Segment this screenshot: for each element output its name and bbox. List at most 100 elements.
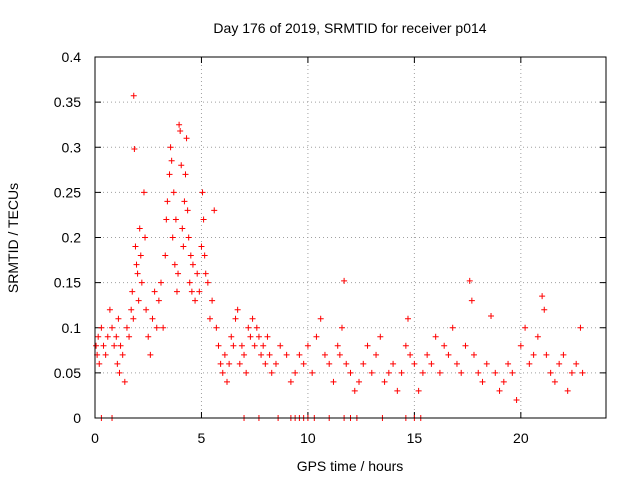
data-point xyxy=(109,324,116,331)
data-point xyxy=(415,387,422,394)
data-point xyxy=(140,189,147,196)
data-point xyxy=(466,277,473,284)
data-point xyxy=(137,252,144,259)
data-point xyxy=(394,387,401,394)
data-point xyxy=(115,315,122,322)
data-point xyxy=(468,297,475,304)
data-point xyxy=(192,297,199,304)
data-point xyxy=(228,333,235,340)
data-point xyxy=(130,92,137,99)
data-point xyxy=(249,315,256,322)
data-point xyxy=(436,369,443,376)
data-point xyxy=(215,342,222,349)
data-point xyxy=(458,369,465,376)
data-point xyxy=(217,360,224,367)
data-point xyxy=(181,198,188,205)
data-point xyxy=(116,369,123,376)
data-point xyxy=(119,351,126,358)
data-point xyxy=(93,342,100,349)
data-point xyxy=(236,360,243,367)
data-point xyxy=(287,378,294,385)
data-point xyxy=(185,234,192,241)
data-point xyxy=(166,171,173,178)
data-point xyxy=(268,369,275,376)
data-point xyxy=(577,324,584,331)
data-point xyxy=(277,342,284,349)
data-point xyxy=(196,288,203,295)
data-point xyxy=(133,261,140,268)
data-point xyxy=(568,369,575,376)
data-point xyxy=(343,360,350,367)
data-point xyxy=(202,270,209,277)
x-tick-label: 15 xyxy=(407,430,423,446)
data-point xyxy=(163,216,170,223)
data-point xyxy=(173,288,180,295)
data-point xyxy=(492,369,499,376)
data-point xyxy=(194,270,201,277)
data-point xyxy=(402,342,409,349)
data-point xyxy=(234,306,241,313)
data-point xyxy=(262,360,269,367)
data-point xyxy=(186,279,193,286)
data-point xyxy=(102,351,109,358)
data-point xyxy=(136,225,143,232)
data-point xyxy=(175,270,182,277)
data-point xyxy=(132,243,139,250)
data-point xyxy=(283,351,290,358)
data-point xyxy=(317,315,324,322)
data-point xyxy=(123,324,130,331)
data-point xyxy=(183,135,190,142)
data-point xyxy=(230,342,237,349)
data-point xyxy=(169,234,176,241)
data-point xyxy=(321,351,328,358)
data-point xyxy=(441,342,448,349)
data-point xyxy=(564,387,571,394)
data-point xyxy=(178,162,185,169)
data-point xyxy=(505,360,512,367)
x-tick-label: 5 xyxy=(198,430,206,446)
axis-ticks: 0 0.05 0.1 0.15 0.2 0.25 0.3 0.35 0.4 0 5 10 15 20 xyxy=(54,49,606,446)
data-point xyxy=(522,324,529,331)
data-point xyxy=(167,144,174,151)
data-point xyxy=(428,360,435,367)
data-point xyxy=(300,360,307,367)
data-point xyxy=(143,306,150,313)
data-point xyxy=(153,324,160,331)
data-point xyxy=(373,351,380,358)
data-point xyxy=(162,252,169,259)
data-point xyxy=(398,369,405,376)
data-point xyxy=(171,261,178,268)
data-point xyxy=(258,351,265,358)
data-point xyxy=(241,351,248,358)
data-point xyxy=(488,313,495,320)
data-point xyxy=(334,342,341,349)
data-point xyxy=(117,342,124,349)
data-point xyxy=(326,360,333,367)
data-point xyxy=(517,342,524,349)
y-tick-label: 0.35 xyxy=(54,94,81,110)
data-point xyxy=(188,288,195,295)
y-tick-label: 0 xyxy=(73,410,81,426)
data-point xyxy=(266,351,273,358)
data-point xyxy=(381,378,388,385)
data-point xyxy=(341,277,348,284)
data-point xyxy=(176,121,183,128)
data-point xyxy=(114,360,121,367)
data-point xyxy=(200,216,207,223)
data-point xyxy=(260,342,267,349)
data-point xyxy=(432,333,439,340)
data-point xyxy=(145,333,152,340)
data-point xyxy=(251,342,258,349)
data-point xyxy=(131,146,138,153)
y-tick-label: 0.1 xyxy=(62,320,82,336)
data-point xyxy=(128,306,135,313)
data-point xyxy=(111,342,118,349)
data-point xyxy=(198,243,205,250)
data-point xyxy=(419,369,426,376)
data-point xyxy=(243,369,250,376)
data-point xyxy=(541,306,548,313)
data-point xyxy=(96,360,103,367)
data-point xyxy=(121,378,128,385)
data-point xyxy=(453,360,460,367)
data-point xyxy=(226,360,233,367)
